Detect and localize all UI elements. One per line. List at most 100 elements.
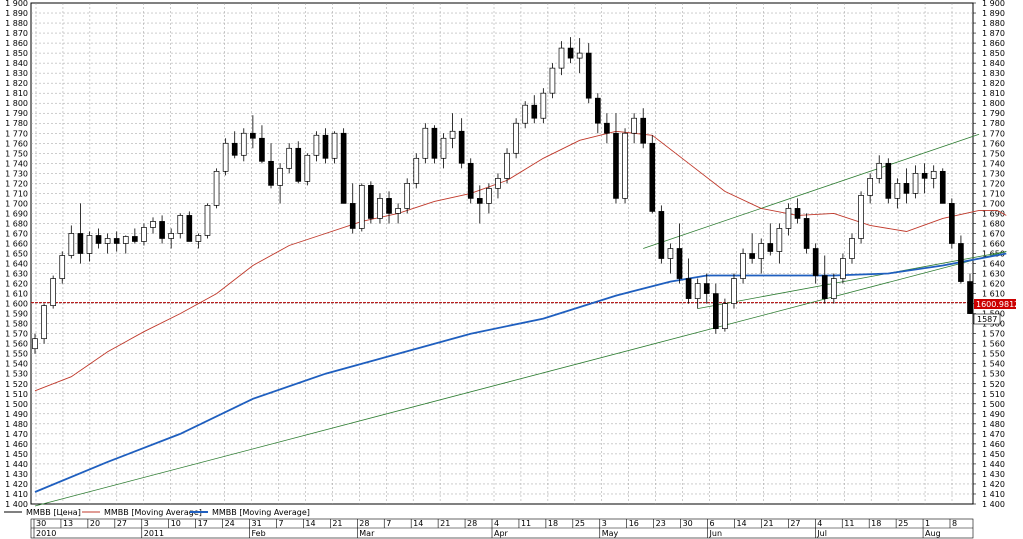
y-tick-label-left: 1 550 [5, 350, 28, 359]
candle [767, 223, 774, 256]
x-tick-label-day: 31 [252, 519, 262, 528]
candle [549, 63, 556, 99]
y-tick-label-left: 1 710 [5, 189, 28, 198]
candle-body-up [68, 233, 75, 256]
x-tick-label-day: 21 [440, 519, 450, 528]
x-tick-label-day: 18 [871, 519, 881, 528]
candle [531, 95, 538, 124]
y-tick-label-right: 1 690 [982, 209, 1005, 218]
y-tick-label-right: 1 820 [982, 79, 1005, 88]
y-tick-label-left: 1 600 [5, 300, 28, 309]
candle-body-up [195, 235, 202, 242]
candle-body-down [113, 238, 120, 244]
candle [159, 215, 165, 244]
y-tick-label-left: 1 530 [5, 370, 28, 379]
candle-body-down [77, 233, 84, 254]
y-tick-label-left: 1 560 [5, 340, 28, 349]
y-tick-label-left: 1 790 [5, 109, 28, 118]
x-tick-label-day: 28 [359, 519, 369, 528]
grid [31, 3, 973, 504]
x-tick-label-month: Feb [252, 529, 266, 538]
x-tick-label-day: 11 [521, 519, 531, 528]
x-tick-label-day: 7 [386, 519, 391, 528]
candle [431, 125, 438, 164]
candle [622, 128, 628, 204]
y-tick-label-left: 1 620 [5, 280, 28, 289]
x-tick-label-month: 2011 [144, 529, 164, 538]
candle [667, 243, 674, 274]
candle-body-up [694, 283, 701, 299]
candle-body-up [549, 67, 556, 94]
y-tick-label-left: 1 750 [5, 149, 28, 158]
candle-body-up [240, 132, 247, 156]
candle-body-down [958, 243, 964, 282]
candle-body-up [50, 278, 56, 306]
y-tick-label-right: 1 660 [982, 239, 1005, 248]
y-tick-label-right: 1 710 [982, 189, 1005, 198]
y-tick-label-left: 1 680 [5, 219, 28, 228]
x-tick-label-month: Jul [816, 529, 827, 538]
candle [794, 198, 801, 224]
candle [322, 128, 329, 164]
y-tick-label-right: 1 800 [982, 99, 1005, 108]
candle [713, 283, 719, 334]
y-tick-label-left: 1 810 [5, 89, 28, 98]
candle [540, 88, 547, 124]
candle [567, 37, 574, 64]
candle-body-down [186, 215, 193, 242]
x-tick-label-day: 28 [467, 519, 477, 528]
candle-body-down [921, 172, 928, 179]
candle-body-down [604, 122, 610, 134]
y-tick-label-left: 1 720 [5, 179, 28, 188]
candle-body-down [939, 170, 946, 204]
candle-body-down [567, 47, 574, 59]
candle [958, 235, 964, 284]
candle [967, 273, 973, 314]
x-tick-label-day: 13 [63, 519, 73, 528]
last-price-tag-bg [973, 313, 1001, 325]
candle [50, 275, 56, 309]
y-tick-label-right: 1 540 [982, 360, 1005, 369]
candle [558, 41, 565, 76]
x-axis-box [30, 518, 974, 539]
candle [59, 251, 66, 284]
y-tick-label-right: 1 890 [982, 9, 1005, 18]
y-tick-label-left: 1 470 [5, 430, 28, 439]
candle [186, 211, 193, 242]
y-tick-label-left: 1 850 [5, 49, 28, 58]
x-tick-label-day: 25 [898, 519, 908, 528]
y-tick-label-left: 1 690 [5, 209, 28, 218]
y-tick-label-left: 1 520 [5, 380, 28, 389]
candle-body-up [740, 253, 746, 279]
candle-body-up [122, 236, 129, 244]
x-tick-label-day: 4 [494, 519, 499, 528]
candle-body-down [467, 162, 474, 199]
candle-body-down [295, 147, 302, 182]
x-tick-label-day: 7 [278, 519, 283, 528]
candle [358, 183, 365, 232]
y-tick-label-left: 1 410 [5, 490, 28, 499]
candle [785, 203, 792, 236]
candle [204, 203, 211, 239]
y-tick-label-right: 1 870 [982, 29, 1005, 38]
y-tick-label-right: 1 620 [982, 280, 1005, 289]
moving-average-short-line [34, 130, 1007, 392]
y-tick-label-left: 1 540 [5, 360, 28, 369]
candle-body-down [231, 142, 238, 156]
candle-body-down [95, 235, 102, 244]
candle [32, 333, 38, 354]
candle-body-up [213, 170, 220, 206]
y-tick-label-left: 1 460 [5, 440, 28, 449]
candle-body-up [504, 152, 510, 179]
candle-body-up [204, 205, 211, 236]
x-tick-label-day: 6 [710, 519, 715, 528]
legend-label-price: MMBB [Цена] [26, 508, 81, 517]
y-tick-label-right: 1 790 [982, 109, 1005, 118]
x-tick-label-day: 30 [36, 519, 46, 528]
candle [640, 108, 647, 149]
candle [340, 128, 347, 204]
candle [404, 178, 411, 214]
y-tick-label-left: 1 900 [5, 0, 28, 8]
candle [930, 165, 937, 189]
candle [831, 273, 837, 304]
